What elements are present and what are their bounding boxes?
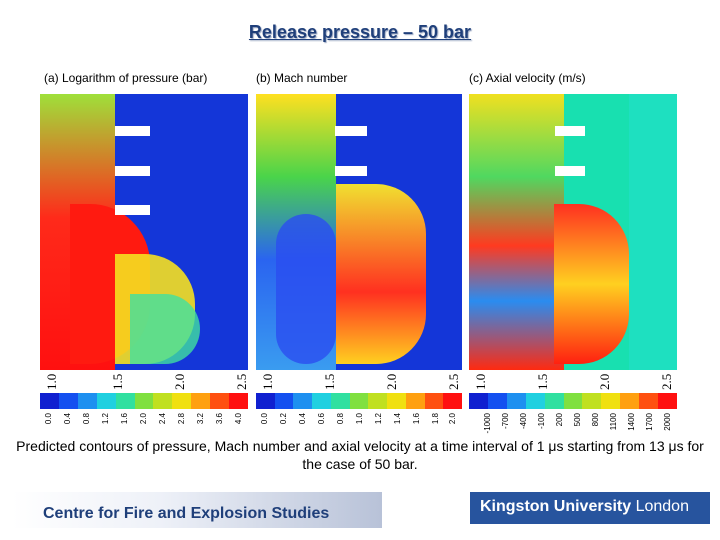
colorbar-label: 1.2 xyxy=(101,413,110,425)
colorbar-label: 1.4 xyxy=(393,413,402,425)
colorbar-label: 1700 xyxy=(645,413,654,431)
panel-label-mach: (b) Mach number xyxy=(256,71,348,85)
figure-caption: Predicted contours of pressure, Mach num… xyxy=(16,438,704,472)
colorbar-label: 1.6 xyxy=(412,413,421,425)
colorbar-label: 0.4 xyxy=(63,413,72,425)
university-name: Kingston University London xyxy=(480,498,689,516)
tick-label: 2.5 xyxy=(234,373,249,390)
colorbar-labels-mach: 0.0 0.2 0.4 0.6 0.8 1.0 1.2 1.4 1.6 1.8 … xyxy=(256,413,462,435)
colorbar-label: 2.0 xyxy=(139,413,148,425)
colorbar-label: 2000 xyxy=(663,413,672,431)
tick-label: 2.0 xyxy=(597,373,612,390)
colorbar-label: 0.8 xyxy=(82,413,91,425)
colorbar-label: 800 xyxy=(591,413,600,427)
colorbar-label: 1.6 xyxy=(120,413,129,425)
tick-label: 1.5 xyxy=(322,373,337,390)
tick-label: 1.5 xyxy=(110,373,125,390)
contour-panel-pressure xyxy=(40,94,248,370)
colorbar-label: 0.4 xyxy=(298,413,307,425)
department-name: Centre for Fire and Explosion Studies xyxy=(43,505,330,522)
university-name-light: London xyxy=(631,498,689,515)
colorbar-label: 0.6 xyxy=(317,413,326,425)
colorbar-label: 3.2 xyxy=(196,413,205,425)
colorbar-label: 0.0 xyxy=(44,413,53,425)
footer-department: Centre for Fire and Explosion Studies xyxy=(12,492,382,528)
colorbar-label: 2.0 xyxy=(448,413,457,425)
tick-label: 1.0 xyxy=(260,373,275,390)
university-name-bold: Kingston University xyxy=(480,498,632,515)
contour-panel-mach xyxy=(256,94,462,370)
colorbar-label: 1.2 xyxy=(374,413,383,425)
tick-label: 2.5 xyxy=(446,373,461,390)
colorbar-labels-pressure: 0.0 0.4 0.8 1.2 1.6 2.0 2.4 2.8 3.2 3.6 … xyxy=(40,413,248,435)
colorbar-label: 0.0 xyxy=(260,413,269,425)
colorbar-label: -700 xyxy=(501,413,510,430)
colorbar-label: 1.0 xyxy=(355,413,364,425)
colorbar-label: 2.4 xyxy=(158,413,167,425)
panel-ticks-velocity: 1.0 1.5 2.0 2.5 xyxy=(469,370,677,390)
tick-label: 2.0 xyxy=(384,373,399,390)
colorbar-label: -100 xyxy=(537,413,546,430)
colorbar-label: 1100 xyxy=(609,413,618,431)
colorbar-label: 4.0 xyxy=(234,413,243,425)
tick-label: 2.5 xyxy=(659,373,674,390)
colorbar-label: 200 xyxy=(555,413,564,427)
colorbar-label: 0.2 xyxy=(279,413,288,425)
colorbar-label: 1.8 xyxy=(431,413,440,425)
colorbar-labels-velocity: -1000 -700 -400 -100 200 500 800 1100 14… xyxy=(469,413,677,435)
colorbar-label: 3.6 xyxy=(215,413,224,425)
panel-ticks-mach: 1.0 1.5 2.0 2.5 xyxy=(256,370,462,390)
slide-title: Release pressure – 50 bar xyxy=(248,22,472,42)
colorbar-label: 0.8 xyxy=(336,413,345,425)
contour-panel-velocity xyxy=(469,94,677,370)
colorbar-label: -1000 xyxy=(483,413,492,434)
colorbar-pressure xyxy=(40,393,248,409)
tick-label: 1.5 xyxy=(535,373,550,390)
panel-label-velocity: (c) Axial velocity (m/s) xyxy=(469,71,586,85)
colorbar-label: 1400 xyxy=(627,413,636,431)
colorbar-label: 2.8 xyxy=(177,413,186,425)
colorbar-mach xyxy=(256,393,463,409)
tick-label: 1.0 xyxy=(44,373,59,390)
tick-label: 2.0 xyxy=(172,373,187,390)
panel-ticks-pressure: 1.0 1.5 2.0 2.5 xyxy=(40,370,249,390)
colorbar-label: 500 xyxy=(573,413,582,427)
colorbar-label: -400 xyxy=(519,413,528,430)
panel-label-pressure: (a) Logarithm of pressure (bar) xyxy=(44,71,208,85)
colorbar-velocity xyxy=(469,393,677,409)
university-logo: Kingston University London xyxy=(470,492,710,524)
tick-label: 1.0 xyxy=(473,373,488,390)
